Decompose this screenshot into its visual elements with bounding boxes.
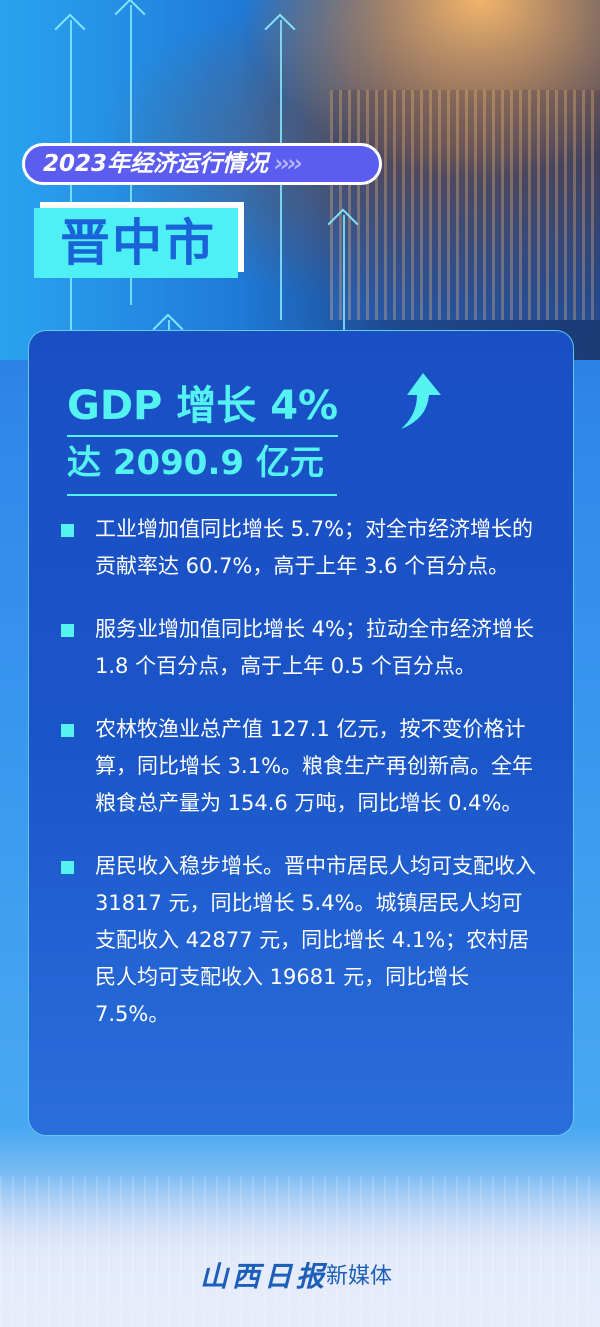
bullet-icon	[61, 524, 74, 537]
item-text: 服务业增加值同比增长 4%；拉动全市经济增长 1.8 个百分点，高于上年 0.5…	[95, 617, 534, 678]
bullet-icon	[61, 624, 74, 637]
item-text: 农林牧渔业总产值 127.1 亿元，按不变价格计算，同比增长 3.1%。粮食生产…	[95, 717, 534, 815]
city-title-box: 晋中市	[34, 208, 238, 278]
item-text: 居民收入稳步增长。晋中市居民人均可支配收入 31817 元，同比增长 5.4%。…	[95, 854, 536, 1026]
footer-skyline	[0, 1175, 600, 1327]
logo-subtitle: 新媒体	[326, 1264, 393, 1289]
stats-list: 工业增加值同比增长 5.7%；对全市经济增长的贡献率达 60.7%，高于上年 3…	[59, 511, 539, 1059]
decorative-arrow-icon	[70, 20, 72, 350]
decorative-arrow-icon	[343, 215, 345, 335]
item-text: 工业增加值同比增长 5.7%；对全市经济增长的贡献率达 60.7%，高于上年 3…	[95, 517, 534, 578]
list-item: 居民收入稳步增长。晋中市居民人均可支配收入 31817 元，同比增长 5.4%。…	[59, 848, 539, 1033]
list-item: 工业增加值同比增长 5.7%；对全市经济增长的贡献率达 60.7%，高于上年 3…	[59, 511, 539, 585]
gdp-total: 达 2090.9 亿元	[67, 435, 337, 496]
year-tag: 2023年经济运行情况 ››››	[22, 143, 382, 185]
newspaper-logo: 山西日报	[200, 1260, 329, 1293]
city-title: 晋中市	[60, 214, 216, 272]
bullet-icon	[61, 861, 74, 874]
city-night-image	[330, 90, 600, 320]
content-card: GDP 增长 4% 达 2090.9 亿元 工业增加值同比增长 5.7%；对全市…	[28, 330, 574, 1136]
bullet-icon	[61, 724, 74, 737]
chevrons-icon: ››››	[274, 151, 303, 177]
year-tag-text: 2023年经济运行情况	[43, 151, 269, 177]
list-item: 农林牧渔业总产值 127.1 亿元，按不变价格计算，同比增长 3.1%。粮食生产…	[59, 711, 539, 822]
gdp-growth: GDP 增长 4%	[67, 373, 339, 437]
arrow-up-icon	[401, 373, 441, 429]
list-item: 服务业增加值同比增长 4%；拉动全市经济增长 1.8 个百分点，高于上年 0.5…	[59, 611, 539, 685]
